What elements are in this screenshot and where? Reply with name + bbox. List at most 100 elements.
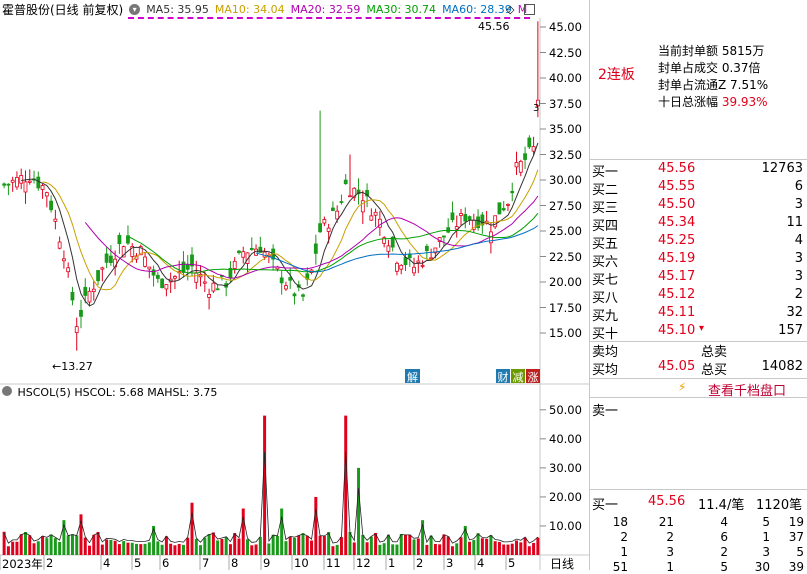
tag-cai[interactable]: 财 <box>496 369 510 384</box>
volume-bar <box>455 543 459 555</box>
period-label[interactable]: 日线 <box>550 557 575 571</box>
volume-bar <box>199 545 203 555</box>
volume-bar <box>421 520 425 555</box>
buy-avg-value: 45.05 <box>658 359 696 374</box>
depth-link-row[interactable]: ⚡ 查看千档盘口 <box>590 378 807 399</box>
stock-title[interactable]: 霍普股份(日线 前复权) <box>2 2 124 17</box>
candle-body <box>463 214 468 222</box>
candle-body <box>91 288 96 292</box>
volume-bar <box>382 543 386 555</box>
queue-cell: 2 <box>666 530 674 544</box>
volume-bar <box>117 544 121 555</box>
volume-tick-label: 40.00 <box>549 431 582 446</box>
volume-bar <box>96 531 100 555</box>
volume-bar <box>344 415 348 555</box>
bid-row[interactable]: 买八 45.12 2 <box>590 287 807 306</box>
candle-body <box>348 195 352 198</box>
panel-toggle-icon[interactable] <box>524 4 535 15</box>
bid-row[interactable]: 买五 45.25 4 <box>590 233 807 252</box>
candle-body <box>493 215 498 228</box>
queue-cell: 37 <box>788 530 804 544</box>
chevron-down-icon[interactable]: ▾ <box>129 3 141 15</box>
queue-cell: 4 <box>720 515 728 529</box>
bid-bottom-rule <box>590 341 807 342</box>
candle-body <box>424 245 429 252</box>
volume-bar <box>70 534 74 555</box>
date-tick-label: 12 <box>356 556 371 570</box>
bid-row[interactable]: 买一 45.56 12763 <box>590 161 807 180</box>
candle-body <box>36 176 41 189</box>
queue-cell: 1 <box>762 530 770 544</box>
bid-row[interactable]: 买二 45.55 6 <box>590 179 807 198</box>
bid-volume: 32 <box>786 305 803 320</box>
volume-bar <box>472 540 476 555</box>
bid-row[interactable]: 买三 45.50 3 <box>590 197 807 216</box>
volume-bar <box>331 546 335 555</box>
lianban-label: 2连板 <box>598 67 635 83</box>
date-tick-label: 4 <box>103 556 111 570</box>
candle-body <box>382 237 387 244</box>
candle-body <box>531 146 536 152</box>
candle-body <box>433 247 438 254</box>
tag-jian[interactable]: 减 <box>511 369 525 384</box>
candle-body <box>352 187 357 198</box>
candle-body <box>249 247 254 250</box>
volume-bar <box>536 537 540 555</box>
bid-level: 买四 <box>592 219 619 234</box>
buy1-price: 45.56 <box>648 494 686 509</box>
tag-zhang[interactable]: 涨 <box>526 369 540 384</box>
candle-body <box>194 272 199 283</box>
volume-bar <box>216 540 220 555</box>
candle-body <box>40 185 45 190</box>
cut-label: 3 <box>533 103 540 114</box>
price-tick-label: 15.00 <box>549 326 582 340</box>
ma5-label: MA5: 35.95 <box>146 2 209 16</box>
volume-bar <box>152 525 156 555</box>
candle-body <box>284 285 288 290</box>
candle-body <box>412 266 416 274</box>
volume-bar <box>271 534 275 555</box>
collapse-icon[interactable] <box>2 386 12 396</box>
tag-jie[interactable]: 解 <box>405 369 420 384</box>
bid-row[interactable]: 买十 45.10 157 ▾ <box>590 323 807 342</box>
total-buy-label: 总买 <box>701 363 728 378</box>
date-tick-label: 2 <box>416 556 424 570</box>
queue-cell: 51 <box>612 560 628 574</box>
candle-body <box>288 277 293 281</box>
total-sell-label: 总卖 <box>701 345 728 360</box>
volume-bar <box>361 534 365 555</box>
bid-volume: 6 <box>794 179 803 194</box>
buy1-label: 买一 <box>592 498 619 513</box>
hscol-name: HSCOL(5) <box>17 386 71 399</box>
volume-bar <box>228 544 232 555</box>
bid-row[interactable]: 买四 45.34 11 <box>590 215 807 234</box>
volume-bar <box>502 544 506 555</box>
bid-level: 买八 <box>592 291 619 306</box>
volume-bar <box>485 538 489 555</box>
kline-chart[interactable] <box>0 0 589 570</box>
bid-price: 45.17 <box>658 269 696 284</box>
volume-bar <box>468 541 472 555</box>
bid-row[interactable]: 买六 45.19 3 <box>590 251 807 270</box>
volume-bar <box>527 546 531 555</box>
candle-body <box>245 252 250 264</box>
candle-body <box>301 294 305 297</box>
volume-bar <box>100 544 104 555</box>
date-tick-label: 6 <box>162 556 170 570</box>
candle-body <box>523 153 527 160</box>
bid-row[interactable]: 买七 45.17 3 <box>590 269 807 288</box>
volume-bar <box>425 544 429 555</box>
candle-body <box>2 183 7 186</box>
depth-link[interactable]: 查看千档盘口 <box>708 384 787 399</box>
volume-bar <box>126 542 130 555</box>
bid-row[interactable]: 买九 45.11 32 <box>590 305 807 324</box>
candle-body <box>44 192 49 197</box>
volume-bar <box>310 540 314 555</box>
candle-body <box>211 282 216 292</box>
diamond-icon[interactable]: ◇ <box>506 3 515 16</box>
candle-body <box>399 264 404 270</box>
candle-body <box>527 137 532 148</box>
queue-cell: 2 <box>720 545 728 559</box>
candle-body <box>49 200 53 211</box>
candle-body <box>459 213 463 216</box>
